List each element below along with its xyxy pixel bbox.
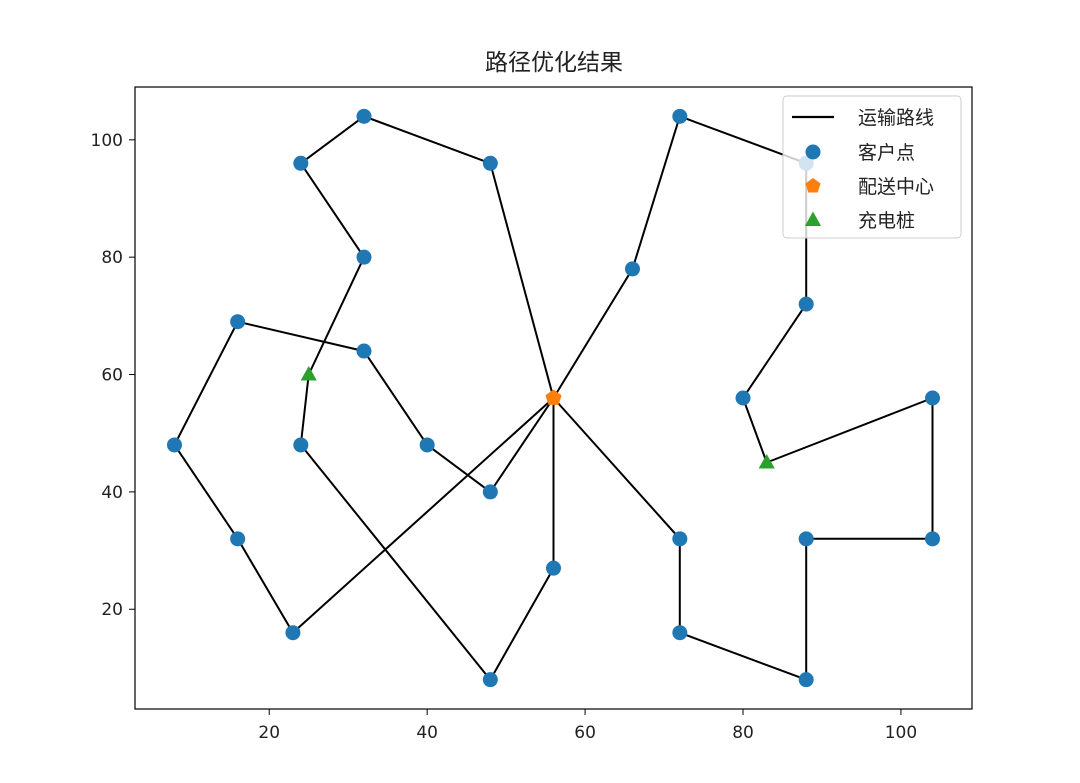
x-tick-label: 80: [732, 723, 754, 743]
route-line-2: [299, 115, 555, 681]
customer-point: [482, 155, 498, 171]
legend-label: 充电桩: [858, 210, 915, 232]
customer-point: [798, 672, 814, 688]
customer-point: [546, 560, 561, 576]
legend-triangle-icon: [804, 211, 822, 226]
customer-point: [925, 531, 941, 547]
route-line-3: [552, 115, 934, 681]
customer-point: [356, 249, 372, 265]
legend-box: [782, 95, 962, 239]
legend-circle-icon: [805, 144, 821, 160]
customer-point: [293, 437, 309, 453]
customer-point: [925, 390, 941, 406]
y-tick-label: 40: [101, 483, 123, 503]
legend-label: 运输路线: [858, 107, 934, 129]
customer-point: [356, 343, 372, 359]
customer-point: [230, 531, 246, 547]
customer-point: [672, 108, 688, 124]
customer-point: [482, 672, 498, 688]
legend-pentagon-icon: [805, 178, 821, 193]
depot-point: [545, 389, 562, 405]
x-tick-label: 100: [885, 723, 917, 743]
customer-point: [285, 625, 301, 641]
customer-point: [482, 484, 498, 500]
legend-label: 客户点: [858, 142, 915, 164]
customer-point: [672, 625, 688, 641]
customer-point: [356, 108, 372, 124]
axes-layer: 20 40 60 80 100 20 40 60 80 100: [91, 86, 973, 743]
charging-station-point: [300, 366, 317, 381]
customer-point: [166, 437, 182, 453]
x-tick-label: 20: [258, 723, 280, 743]
customer-point: [624, 261, 640, 277]
y-tick-label: 80: [101, 248, 123, 268]
customer-point: [798, 531, 814, 547]
customer-point: [672, 531, 688, 547]
customer-point: [230, 314, 246, 330]
chart-title: 路径优化结果: [485, 50, 623, 76]
points-layer: [166, 108, 941, 688]
legend-label: 配送中心: [858, 176, 934, 198]
y-tick-label: 20: [101, 600, 123, 620]
x-tick-label: 40: [416, 723, 438, 743]
charging-station-point: [758, 454, 775, 469]
customer-point: [735, 390, 751, 406]
y-tick-label: 60: [101, 366, 123, 386]
customer-point: [419, 437, 435, 453]
customer-point: [798, 296, 814, 312]
x-tick-label: 60: [574, 723, 596, 743]
plot-frame: [134, 86, 973, 710]
y-tick-label: 100: [91, 131, 123, 151]
customer-point: [293, 155, 309, 171]
